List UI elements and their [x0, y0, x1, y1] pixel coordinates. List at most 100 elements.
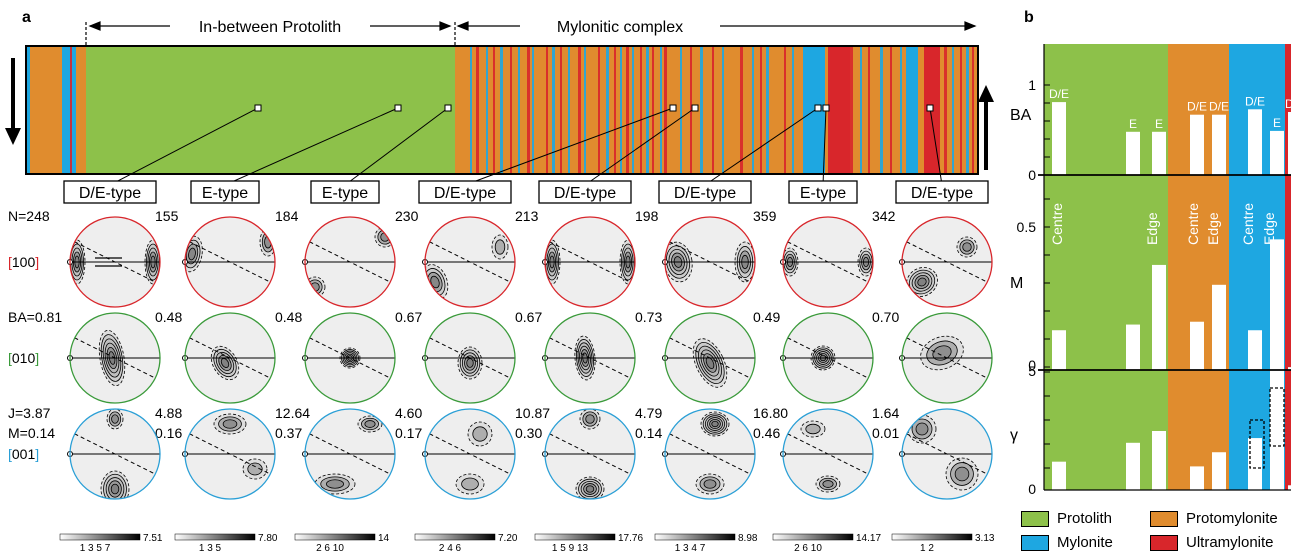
axis-bracket-close: ] [35, 350, 39, 366]
stat-value: 230 [395, 208, 419, 224]
type-box [788, 180, 858, 204]
shear-plane-line [189, 241, 271, 283]
strip-streak [646, 46, 649, 174]
pole-figure-outline [304, 312, 396, 404]
connector-line [929, 107, 943, 186]
gamma-bar [1190, 466, 1204, 490]
header-arrows [85, 21, 977, 46]
strip-streak [568, 46, 570, 174]
stat-value: 0.37 [275, 425, 302, 441]
type-label: D/E-type [911, 185, 973, 202]
m-bar [1190, 321, 1204, 370]
gamma-bar [1248, 438, 1262, 490]
stat-value: 10.87 [515, 405, 550, 421]
type-box [63, 180, 157, 204]
shear-plane-line [189, 433, 271, 475]
type-box [538, 180, 632, 204]
scale-tick-labels: 1 3 5 [199, 543, 222, 553]
contour [917, 277, 927, 287]
tick-label: 0 [1028, 481, 1036, 497]
stat-value: 342 [872, 208, 896, 224]
ba-bar [1212, 114, 1226, 175]
ba-bar [1270, 130, 1284, 175]
shear-plane-line [74, 337, 156, 379]
stat-value: 359 [753, 208, 777, 224]
stat-value: 16.80 [753, 405, 788, 421]
stat-label: J=3.87 [8, 405, 51, 421]
axis-bracket-open: [ [8, 254, 12, 270]
scale-bar [654, 533, 736, 541]
contour [959, 239, 975, 255]
connector-line [109, 107, 259, 186]
legend-swatch [1021, 534, 1049, 551]
legend-protolith: Protolith [1021, 510, 1112, 527]
strip-streak [966, 46, 969, 174]
contour [491, 234, 509, 260]
strip-streak [486, 46, 488, 174]
contour [954, 466, 970, 482]
pole-figure-contours [575, 409, 605, 499]
strip-streak [606, 46, 609, 174]
pole-figure-outline [544, 312, 636, 404]
strip-border [25, 45, 979, 175]
sample-marker [822, 104, 830, 112]
gamma-bar [1212, 452, 1226, 490]
scale-tick-labels: 1 2 [920, 543, 934, 553]
pole-figure-contours [695, 411, 730, 495]
shear-plane-line [429, 241, 511, 283]
contour [703, 479, 717, 489]
contour [361, 417, 379, 431]
scale-max-label: 3.13 [975, 533, 995, 544]
pole-figure-outline [184, 312, 276, 404]
sample-position-label: Edge [1205, 212, 1221, 245]
contour [915, 422, 929, 436]
strip-streak [880, 46, 883, 174]
strip-streak [70, 46, 72, 174]
stat-value: 0.17 [395, 425, 422, 441]
pole-figure-outline [304, 216, 396, 308]
pole-figure-contours [906, 236, 978, 297]
contour [822, 480, 834, 488]
connector-line [704, 107, 819, 186]
pole-figure-outline [782, 408, 874, 500]
scale-bar [891, 533, 973, 541]
stat-value: 0.73 [635, 309, 662, 325]
ba-bar [1288, 112, 1300, 175]
pole-figures [67, 216, 993, 500]
pole-figure-outline [901, 216, 993, 308]
contour [467, 421, 493, 447]
pole-figure-outline [184, 408, 276, 500]
pole-figure-outline [304, 408, 396, 500]
stats-text: N=248 155 184 230 213 198 359 342 BA=0.81 0.48 0.4… [8, 208, 899, 441]
strip-streak [578, 46, 581, 174]
stat-value: 0.30 [515, 425, 542, 441]
contour [711, 420, 719, 428]
strip-streak [760, 46, 762, 174]
ba-bar [1152, 131, 1166, 175]
strip-streak [960, 46, 962, 174]
scale-bar [772, 533, 854, 541]
contour [932, 345, 952, 361]
scale-bar [174, 533, 256, 541]
strip-streak [493, 46, 495, 174]
contour [461, 477, 479, 491]
strip-streak [598, 46, 600, 174]
type-box [895, 180, 989, 204]
stat-value: 0.49 [753, 309, 780, 325]
pole-figure-outline [782, 312, 874, 404]
stat-value: 1.64 [872, 405, 899, 421]
tick-label: 0 [1028, 357, 1036, 373]
connector-line [584, 107, 696, 186]
tick-label: 0.5 [1017, 219, 1037, 235]
strip-streak [792, 46, 794, 174]
axis-title: M [1010, 275, 1023, 292]
axis-index: 001 [12, 446, 36, 462]
strip-streak [784, 46, 786, 174]
contour [188, 247, 196, 261]
pole-figure-contours [800, 420, 841, 493]
shear-plane-line [906, 337, 988, 379]
gamma-range-box [1249, 419, 1265, 469]
stat-label: BA=0.81 [8, 309, 62, 325]
contour [222, 419, 238, 429]
strip-streak [680, 46, 682, 174]
